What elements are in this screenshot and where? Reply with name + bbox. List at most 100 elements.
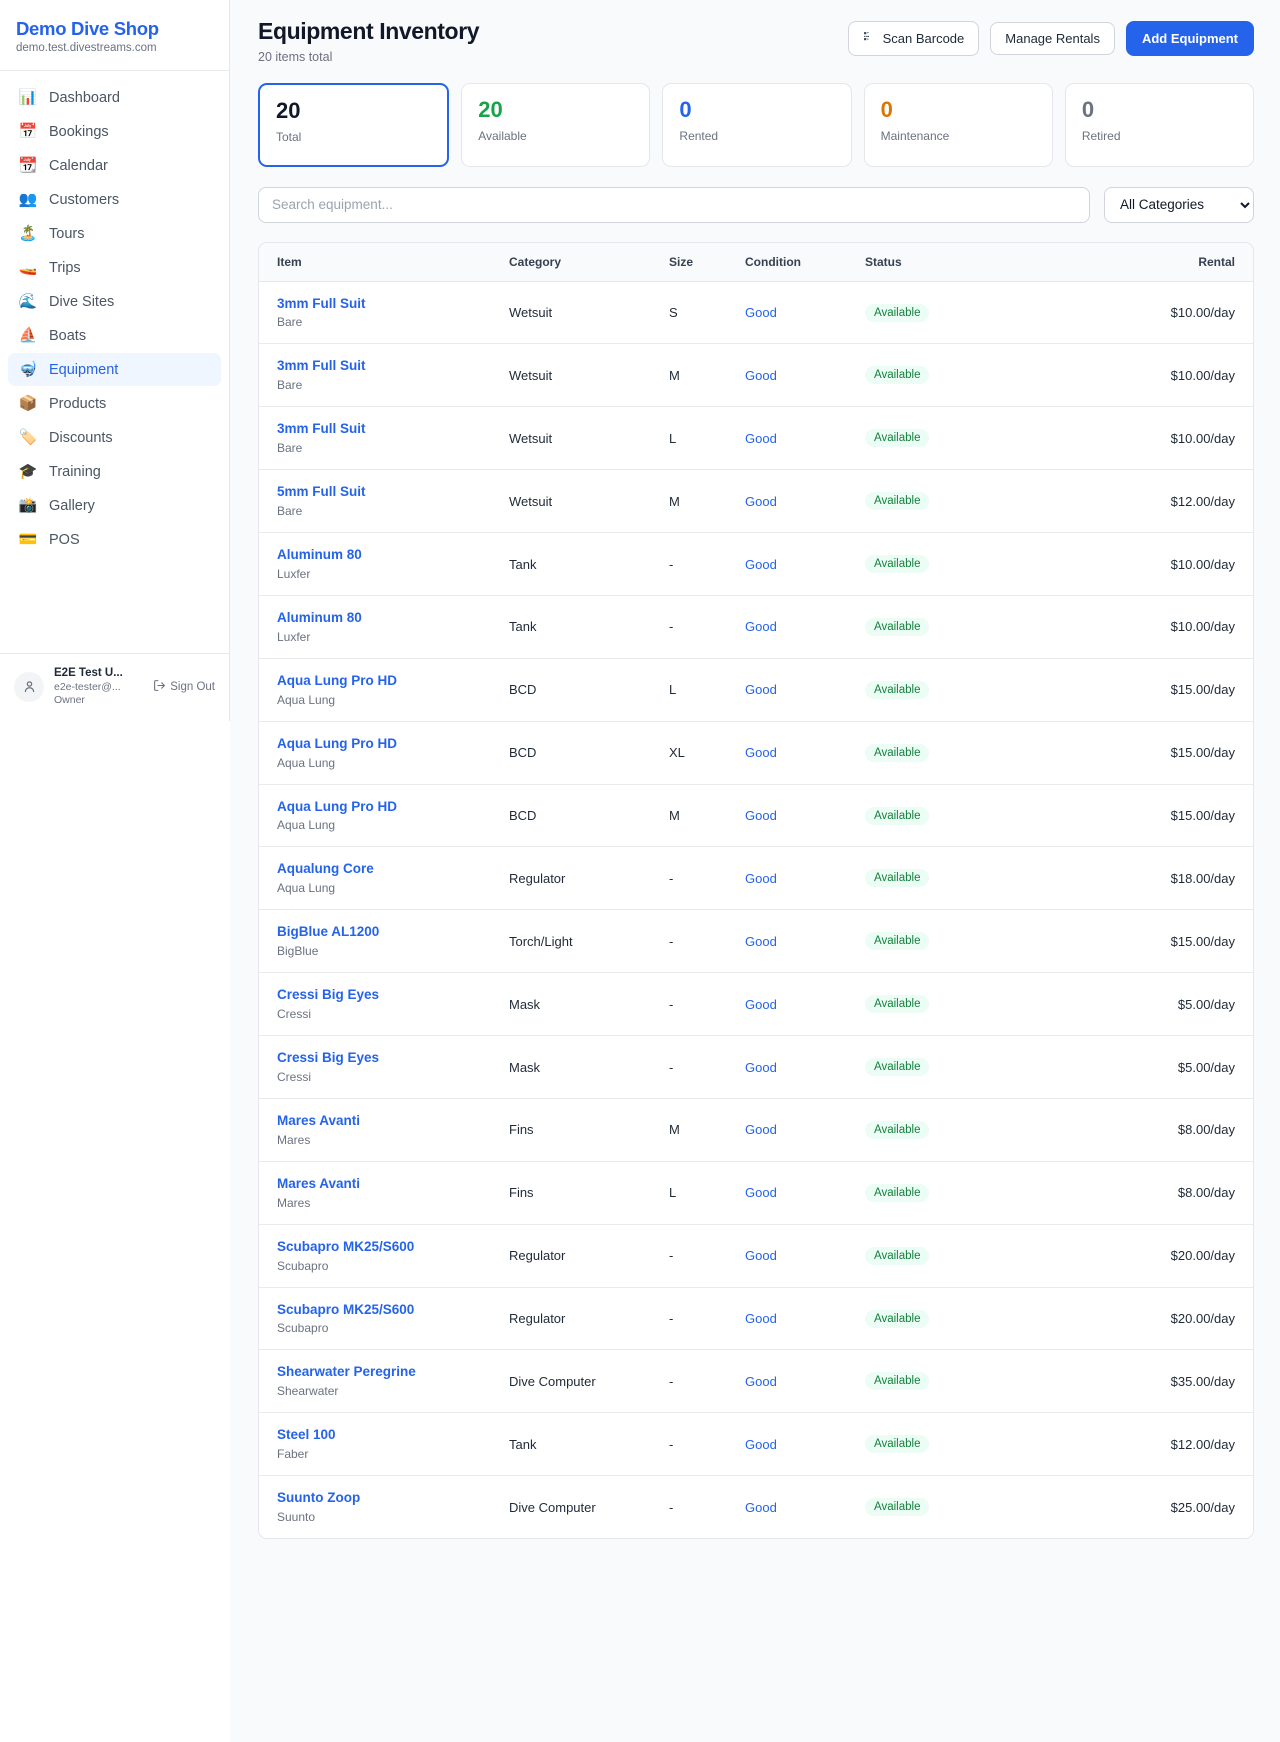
table-row[interactable]: Suunto Zoop Suunto Dive Computer - Good Avail… (259, 1476, 1253, 1538)
table-row[interactable]: Aqua Lung Pro HD Aqua Lung BCD M Good Availab… (259, 784, 1253, 847)
column-header-item[interactable]: Item (259, 242, 509, 282)
condition-link[interactable]: Good (745, 1499, 777, 1515)
sidebar-item-trips[interactable]: 🚤 Trips (8, 251, 221, 284)
column-header-status[interactable]: Status (865, 242, 1009, 282)
sidebar-item-boats[interactable]: ⛵ Boats (8, 319, 221, 352)
stat-card-available[interactable]: 20 Available (461, 82, 651, 167)
condition-link[interactable]: Good (745, 493, 777, 509)
item-brand: Bare (277, 378, 303, 393)
stat-card-rented[interactable]: 0 Rented (662, 82, 852, 167)
sign-out-icon (153, 679, 166, 695)
sidebar-item-equipment[interactable]: 🤿 Equipment (8, 353, 221, 387)
table-row[interactable]: Cressi Big Eyes Cressi Mask - Good Available $… (259, 1036, 1253, 1099)
table-row[interactable]: Scubapro MK25/S600 Scubapro Regulator - Good… (259, 1287, 1253, 1350)
item-name-link[interactable]: Suunto Zoop (277, 1490, 361, 1506)
condition-link[interactable]: Good (745, 1373, 777, 1389)
table-row[interactable]: 3mm Full Suit Bare Wetsuit M Good Available $1… (259, 344, 1253, 407)
condition-link[interactable]: Good (745, 870, 777, 886)
sidebar-item-customers[interactable]: 👥 Customers (8, 183, 221, 216)
condition-link[interactable]: Good (745, 367, 777, 383)
item-name-link[interactable]: Aluminum 80 (277, 609, 362, 625)
sign-out-button[interactable]: Sign Out (153, 679, 215, 695)
table-row[interactable]: Cressi Big Eyes Cressi Mask - Good Available $… (259, 973, 1253, 1036)
item-name-link[interactable]: Aqua Lung Pro HD (277, 672, 397, 688)
table-row[interactable]: 3mm Full Suit Bare Wetsuit L Good Available $1… (259, 407, 1253, 470)
search-input[interactable] (258, 186, 1090, 223)
column-header-size[interactable]: Size (669, 242, 745, 282)
table-row[interactable]: 3mm Full Suit Bare Wetsuit S Good Available $1… (259, 281, 1253, 344)
sidebar-item-tours[interactable]: 🏝️ Tours (8, 217, 221, 250)
item-name-link[interactable]: Steel 100 (277, 1427, 336, 1443)
table-row[interactable]: Aluminum 80 Luxfer Tank - Good Available $10.0… (259, 533, 1253, 596)
table-row[interactable]: Steel 100 Faber Tank - Good Available $12.00/d… (259, 1413, 1253, 1476)
item-name-link[interactable]: Aqua Lung Pro HD (277, 798, 397, 814)
stat-card-total[interactable]: 20 Total (258, 82, 450, 167)
add-equipment-button[interactable]: Add Equipment (1125, 21, 1254, 56)
sidebar-item-calendar[interactable]: 📆 Calendar (8, 149, 221, 182)
item-name-link[interactable]: 5mm Full Suit (277, 484, 366, 500)
sidebar-item-dashboard[interactable]: 📊 Dashboard (8, 81, 221, 114)
condition-link[interactable]: Good (745, 996, 777, 1012)
item-name-link[interactable]: 3mm Full Suit (277, 421, 366, 437)
condition-link[interactable]: Good (745, 1311, 777, 1327)
sidebar-item-dive-sites[interactable]: 🌊 Dive Sites (8, 285, 221, 318)
cell-item: Scubapro MK25/S600 Scubapro (259, 1287, 509, 1350)
category-select[interactable]: All Categories (1104, 186, 1254, 223)
item-name-link[interactable]: 3mm Full Suit (277, 295, 366, 311)
table-row[interactable]: Shearwater Peregrine Shearwater Dive Compu… (259, 1350, 1253, 1413)
item-name-link[interactable]: Aqua Lung Pro HD (277, 735, 397, 751)
item-name-link[interactable]: Cressi Big Eyes (277, 1050, 380, 1066)
camera-icon: 📸 (18, 497, 38, 515)
table-row[interactable]: 5mm Full Suit Bare Wetsuit M Good Available $1… (259, 470, 1253, 533)
sidebar-item-training[interactable]: 🎓 Training (8, 455, 221, 488)
cell-rental: $5.00/day (1177, 996, 1235, 1012)
column-header-rental[interactable]: Rental (1009, 242, 1253, 282)
item-name-link[interactable]: Scubapro MK25/S600 (277, 1238, 415, 1254)
column-header-category[interactable]: Category (509, 242, 669, 282)
table-row[interactable]: Aqua Lung Pro HD Aqua Lung BCD L Good Availab… (259, 658, 1253, 722)
item-name-link[interactable]: Scubapro MK25/S600 (277, 1301, 415, 1317)
item-name-link[interactable]: Shearwater Peregrine (277, 1364, 416, 1380)
brand-block[interactable]: Demo Dive Shop demo.test.divestreams.com (0, 0, 229, 72)
table-row[interactable]: Mares Avanti Mares Fins M Good Available $8.00… (259, 1098, 1253, 1162)
item-name-link[interactable]: 3mm Full Suit (277, 358, 366, 374)
stat-card-maintenance[interactable]: 0 Maintenance (863, 82, 1053, 167)
cell-item: Aqua Lung Pro HD Aqua Lung (259, 721, 509, 784)
table-row[interactable]: Aqua Lung Pro HD Aqua Lung BCD XL Good Availa… (259, 721, 1253, 785)
scan-barcode-button[interactable]: Scan Barcode (847, 21, 980, 56)
condition-link[interactable]: Good (745, 1185, 777, 1201)
manage-rentals-button[interactable]: Manage Rentals (990, 22, 1115, 55)
sidebar-item-discounts[interactable]: 🏷️ Discounts (8, 421, 221, 454)
sidebar-item-products[interactable]: 📦 Products (8, 387, 221, 420)
condition-link[interactable]: Good (745, 1059, 777, 1075)
condition-link[interactable]: Good (745, 1122, 777, 1138)
sidebar-item-pos[interactable]: 💳 POS (8, 523, 221, 556)
item-name-link[interactable]: Aluminum 80 (277, 547, 362, 563)
item-name-link[interactable]: BigBlue AL1200 (277, 924, 380, 940)
condition-link[interactable]: Good (745, 619, 777, 635)
table-row[interactable]: Scubapro MK25/S600 Scubapro Regulator - Good… (259, 1224, 1253, 1288)
condition-link[interactable]: Good (745, 933, 777, 949)
condition-link[interactable]: Good (745, 1436, 777, 1452)
status-badge: Available (865, 869, 930, 888)
item-name-link[interactable]: Aqualung Core (277, 861, 374, 877)
item-name-link[interactable]: Mares Avanti (277, 1112, 361, 1128)
condition-link[interactable]: Good (745, 745, 777, 761)
condition-link[interactable]: Good (745, 305, 777, 321)
item-name-link[interactable]: Mares Avanti (277, 1175, 361, 1191)
sidebar-item-gallery[interactable]: 📸 Gallery (8, 489, 221, 522)
condition-link[interactable]: Good (745, 1248, 777, 1264)
table-row[interactable]: BigBlue AL1200 BigBlue Torch/Light - Good Ava… (259, 910, 1253, 973)
condition-link[interactable]: Good (745, 556, 777, 572)
table-row[interactable]: Aqualung Core Aqua Lung Regulator - Good Avai… (259, 847, 1253, 910)
condition-link[interactable]: Good (745, 808, 777, 824)
column-header-condition[interactable]: Condition (745, 242, 865, 282)
condition-link[interactable]: Good (745, 430, 777, 446)
table-row[interactable]: Mares Avanti Mares Fins L Good Available $8.00… (259, 1161, 1253, 1225)
condition-link[interactable]: Good (745, 682, 777, 698)
stat-card-retired[interactable]: 0 Retired (1064, 82, 1255, 167)
sidebar-item-bookings[interactable]: 📅 Bookings (8, 115, 221, 148)
table-row[interactable]: Aluminum 80 Luxfer Tank - Good Available $10.0… (259, 595, 1253, 659)
item-name-link[interactable]: Cressi Big Eyes (277, 987, 380, 1003)
